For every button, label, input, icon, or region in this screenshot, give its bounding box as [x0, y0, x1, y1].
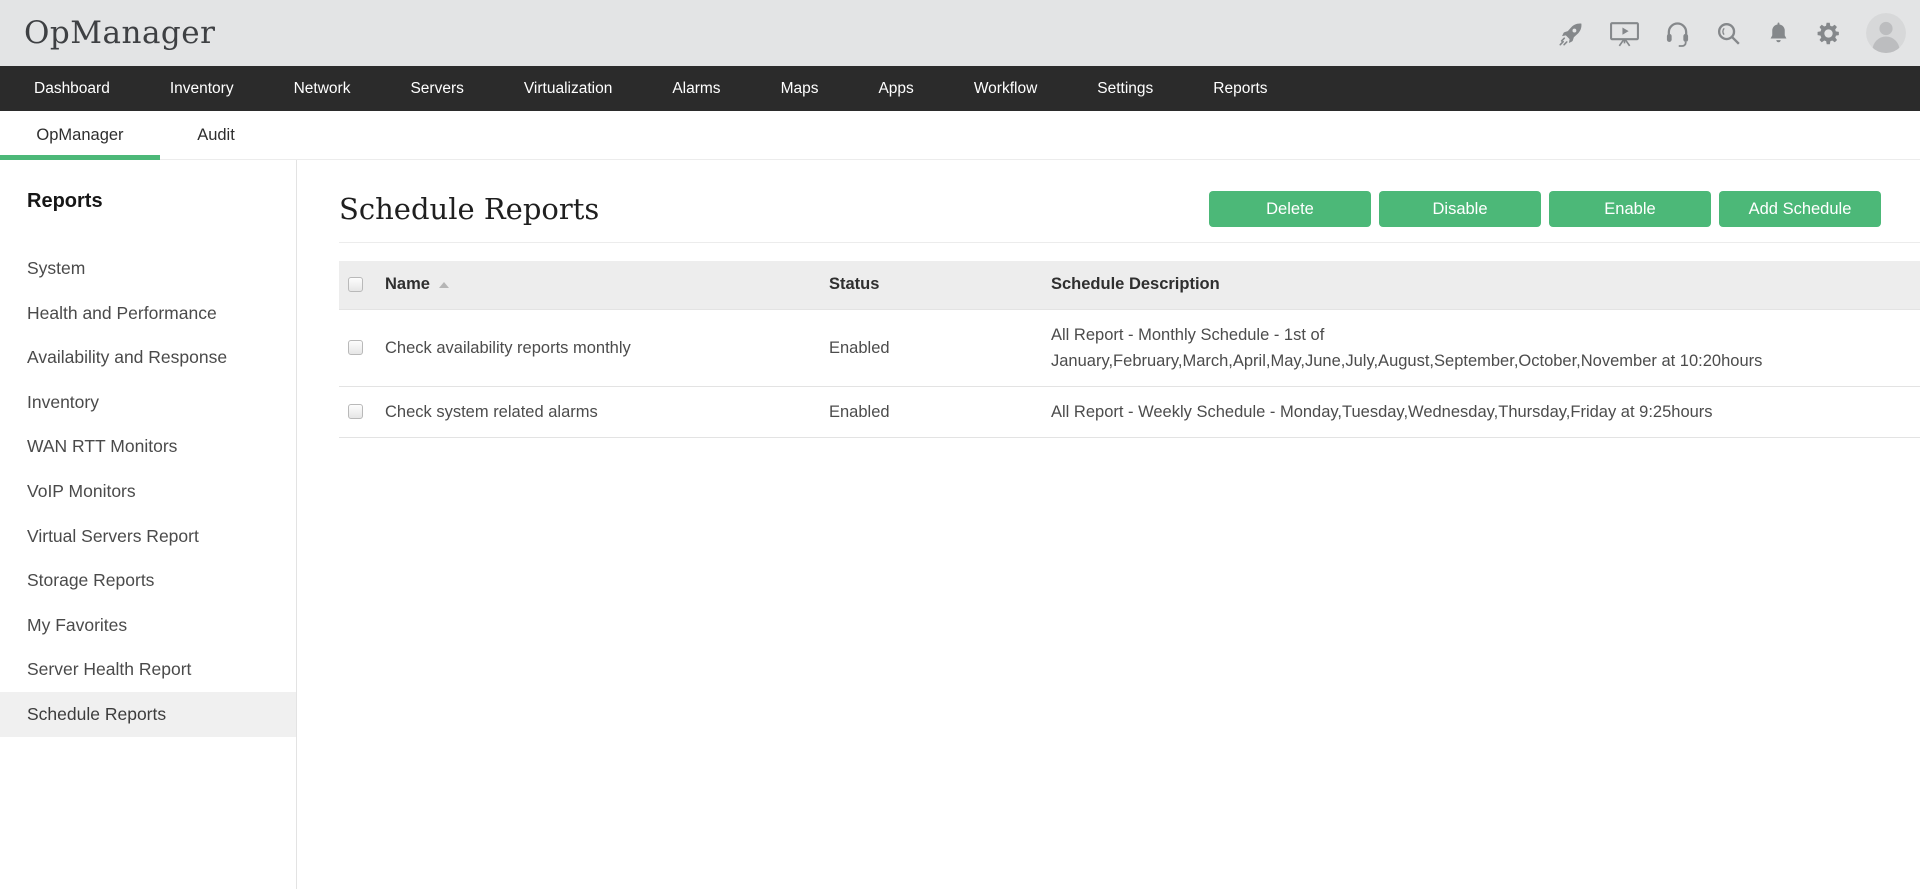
schedule-description-cell: All Report - Weekly Schedule - Monday,Tu… [1051, 385, 1920, 438]
opmanager-logo: OpManager [24, 15, 216, 51]
table-row: Check system related alarms Enabled All … [339, 385, 1920, 438]
schedule-name-cell[interactable]: Check availability reports monthly [385, 308, 829, 386]
tab-audit[interactable]: Audit [197, 125, 235, 144]
notifications-bell-icon[interactable] [1766, 20, 1791, 47]
top-header-bar: OpManager [0, 0, 1920, 66]
nav-item-dashboard[interactable]: Dashboard [34, 80, 110, 97]
column-header-status[interactable]: Status [829, 261, 1051, 309]
nav-item-servers[interactable]: Servers [410, 80, 464, 97]
main-navigation: Dashboard Inventory Network Servers Virt… [0, 66, 1920, 111]
main-panel: Schedule Reports Delete Disable Enable A… [297, 160, 1920, 889]
sidebar-item-availability-and-response[interactable]: Availability and Response [27, 347, 228, 368]
nav-item-inventory[interactable]: Inventory [169, 80, 234, 97]
nav-item-virtualization[interactable]: Virtualization [523, 80, 613, 97]
support-headset-icon[interactable] [1664, 20, 1691, 47]
schedule-name-cell[interactable]: Check system related alarms [385, 385, 829, 438]
disable-button[interactable]: Disable [1379, 191, 1541, 227]
select-all-checkbox[interactable] [348, 277, 363, 293]
sort-ascending-icon [438, 281, 449, 288]
sidebar-item-schedule-reports[interactable]: Schedule Reports [0, 691, 296, 737]
table-row: Check availability reports monthly Enabl… [339, 308, 1920, 386]
topbar-icon-group [1558, 13, 1906, 53]
nav-item-workflow[interactable]: Workflow [973, 80, 1038, 97]
sidebar-item-voip-monitors[interactable]: VoIP Monitors [27, 480, 136, 501]
sub-tab-bar: OpManager Audit [0, 111, 1920, 160]
schedule-status-cell: Enabled [829, 385, 1051, 438]
row-checkbox[interactable] [348, 404, 363, 419]
schedule-reports-table: Name Status Schedule Description Check a… [339, 261, 1920, 438]
add-schedule-button[interactable]: Add Schedule [1719, 191, 1881, 227]
row-checkbox[interactable] [348, 340, 363, 355]
action-button-group: Delete Disable Enable Add Schedule [1209, 191, 1881, 227]
sidebar-item-inventory[interactable]: Inventory [27, 391, 99, 412]
demo-screen-icon[interactable] [1609, 20, 1640, 47]
settings-gear-icon[interactable] [1815, 20, 1842, 47]
schedule-status-cell: Enabled [829, 308, 1051, 386]
content-area: Reports System Health and Performance Av… [0, 160, 1920, 889]
main-header-row: Schedule Reports Delete Disable Enable A… [339, 191, 1920, 227]
launch-rocket-icon[interactable] [1558, 20, 1585, 47]
sidebar-item-wan-rtt-monitors[interactable]: WAN RTT Monitors [27, 436, 178, 457]
sidebar-item-virtual-servers-report[interactable]: Virtual Servers Report [27, 525, 199, 546]
schedule-description-cell: All Report - Monthly Schedule - 1st of J… [1051, 308, 1920, 386]
nav-item-network[interactable]: Network [293, 80, 351, 97]
column-header-description[interactable]: Schedule Description [1051, 261, 1920, 309]
nav-item-maps[interactable]: Maps [780, 80, 819, 97]
sidebar-item-system[interactable]: System [27, 258, 86, 278]
page-title: Schedule Reports [339, 192, 600, 226]
user-avatar[interactable] [1866, 13, 1906, 53]
column-header-name[interactable]: Name [385, 261, 829, 309]
table-header-row: Name Status Schedule Description [339, 261, 1920, 309]
nav-item-alarms[interactable]: Alarms [672, 80, 721, 97]
sidebar-item-health-and-performance[interactable]: Health and Performance [27, 302, 217, 323]
title-divider [339, 242, 1920, 243]
reports-sidebar: Reports System Health and Performance Av… [0, 160, 297, 889]
sidebar-item-my-favorites[interactable]: My Favorites [27, 614, 128, 635]
sidebar-item-server-health-report[interactable]: Server Health Report [27, 659, 192, 680]
enable-button[interactable]: Enable [1549, 191, 1711, 227]
nav-item-reports[interactable]: Reports [1213, 80, 1268, 97]
nav-item-apps[interactable]: Apps [878, 80, 914, 97]
delete-button[interactable]: Delete [1209, 191, 1371, 227]
column-header-name-label: Name [385, 275, 430, 294]
search-icon[interactable] [1715, 20, 1742, 47]
sidebar-title: Reports [27, 190, 103, 212]
tab-opmanager[interactable]: OpManager [0, 111, 160, 160]
nav-item-settings[interactable]: Settings [1097, 80, 1154, 97]
sidebar-item-storage-reports[interactable]: Storage Reports [27, 570, 155, 591]
